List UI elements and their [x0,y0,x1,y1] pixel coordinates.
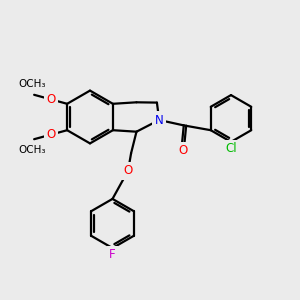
Text: O: O [46,128,55,141]
Text: Cl: Cl [225,142,237,155]
Text: F: F [109,248,116,261]
Text: OCH₃: OCH₃ [18,80,46,89]
Text: O: O [46,93,55,106]
Text: O: O [124,164,133,177]
Text: O: O [179,144,188,157]
Text: OCH₃: OCH₃ [18,145,46,154]
Text: N: N [155,113,164,127]
